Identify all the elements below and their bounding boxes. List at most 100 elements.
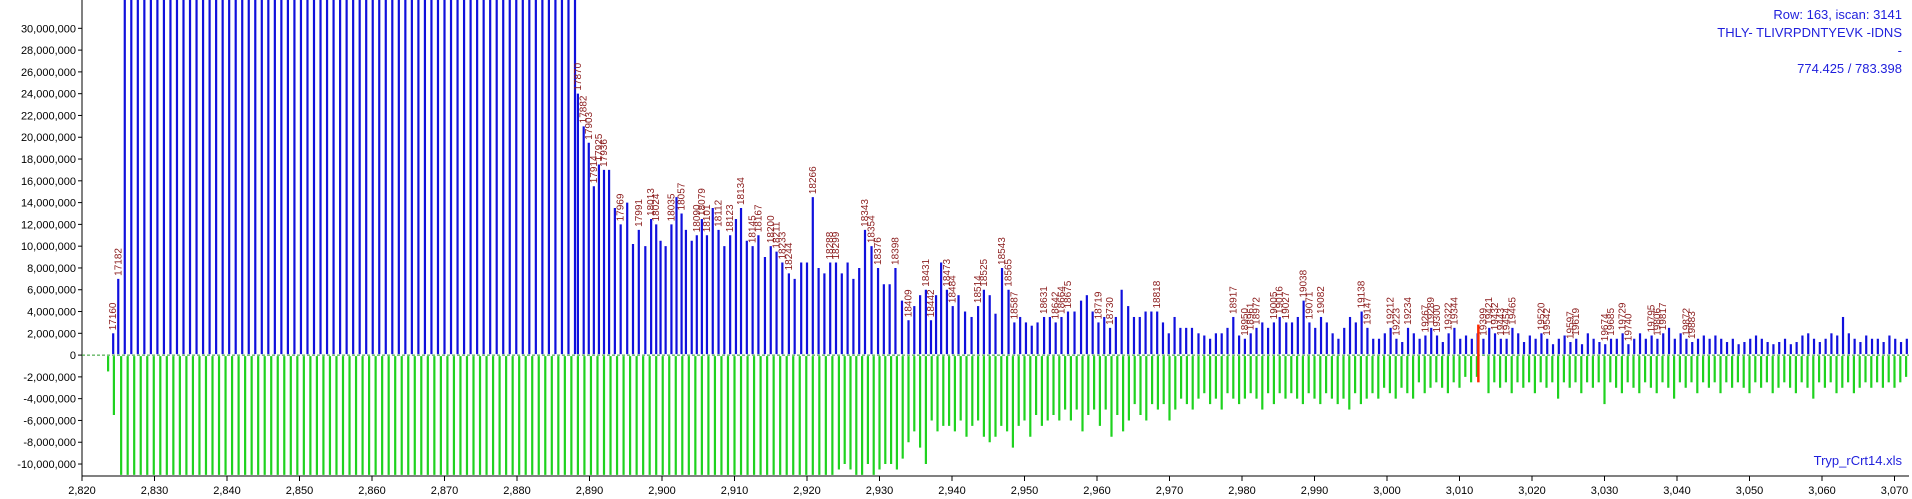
x-tick-label: 3,020 — [1518, 485, 1546, 497]
peak-label: 17969 — [616, 193, 627, 221]
x-tick-label: 2,880 — [503, 485, 531, 497]
y-tick-label: 22,000,000 — [21, 110, 76, 122]
x-tick-label: 3,010 — [1446, 485, 1474, 497]
y-tick-label: 8,000,000 — [27, 263, 76, 275]
x-tick-label: 2,950 — [1011, 485, 1039, 497]
peak-label: 18090 — [692, 204, 703, 232]
peak-label: 18244 — [784, 242, 795, 270]
peak-label: 18664 — [1056, 286, 1067, 314]
x-tick-label: 2,820 — [68, 485, 96, 497]
peak-label: 18398 — [890, 237, 901, 265]
peak-label: 19454 — [1502, 308, 1513, 336]
peak-label: 18266 — [808, 166, 819, 194]
peak-label: 18675 — [1063, 280, 1074, 308]
y-tick-label: 4,000,000 — [27, 307, 76, 319]
peak-label: 19267 — [1420, 304, 1431, 332]
x-tick-label: 2,930 — [866, 485, 894, 497]
peak-label: 17870 — [573, 62, 584, 90]
y-tick-label: -2,000,000 — [23, 372, 76, 384]
x-tick-label: 2,890 — [576, 485, 604, 497]
peak-label: 19883 — [1687, 311, 1698, 339]
peak-label: 19234 — [1403, 297, 1414, 325]
peak-label: 18024 — [651, 193, 662, 221]
x-tick-label: 3,000 — [1373, 485, 1401, 497]
peak-label: 18288 — [825, 231, 836, 259]
peak-label: 19082 — [1316, 286, 1327, 314]
peak-label: 18376 — [873, 237, 884, 265]
x-tick-label: 2,920 — [793, 485, 821, 497]
peak-label: 19016 — [1275, 286, 1286, 314]
peak-label: 19223 — [1391, 308, 1402, 336]
peak-label: 18473 — [942, 258, 953, 286]
peak-label: 19806 — [1652, 308, 1663, 336]
x-tick-label: 3,040 — [1663, 485, 1691, 497]
peak-label: 18818 — [1152, 280, 1163, 308]
peak-label: 19399 — [1478, 308, 1489, 336]
peak-label: 19147 — [1362, 297, 1373, 325]
peak-label: 17991 — [634, 199, 645, 227]
peak-label: 18057 — [677, 182, 688, 210]
y-tick-label: 30,000,000 — [21, 23, 76, 35]
peak-label: 18354 — [867, 215, 878, 243]
peak-label: 18431 — [921, 258, 932, 286]
peak-label: 18145 — [748, 215, 759, 243]
y-tick-label: 0 — [70, 350, 76, 362]
axes: -10,000,000-8,000,000-6,000,000-4,000,00… — [17, 0, 1909, 497]
peak-labels: 17160 17182 17870 1788217903179251791417936… — [108, 62, 1698, 341]
peak-label: 18343 — [860, 199, 871, 227]
peak-label: 18525 — [979, 258, 990, 286]
x-tick-label: 2,840 — [213, 485, 241, 497]
negative-series — [106, 356, 1908, 475]
peak-label: 18035 — [666, 193, 677, 221]
peak-label: 18211 — [772, 221, 783, 249]
x-tick-label: 2,990 — [1301, 485, 1329, 497]
peak-label: 18299 — [831, 231, 842, 259]
positive-series — [112, 0, 1908, 383]
peak-label: 18442 — [926, 289, 937, 317]
info-filename: Tryp_rCrt14.xls — [1813, 453, 1902, 468]
y-tick-label: 6,000,000 — [27, 285, 76, 297]
peak-label: 18631 — [1039, 286, 1050, 314]
peak-label: 18950 — [1240, 308, 1251, 336]
peak-label: 18642 — [1051, 291, 1062, 319]
info-mz: 774.425 / 783.398 — [1797, 61, 1902, 76]
x-tick-label: 3,030 — [1591, 485, 1619, 497]
y-tick-label: -8,000,000 — [23, 437, 76, 449]
x-tick-label: 2,870 — [431, 485, 459, 497]
peak-label: 18543 — [997, 237, 1008, 265]
peak-label: 18134 — [736, 177, 747, 205]
peak-label: 17182 — [113, 248, 124, 276]
peak-label: 19138 — [1357, 280, 1368, 308]
peak-label: 18409 — [904, 289, 915, 317]
peak-label: 18514 — [973, 275, 984, 303]
y-tick-label: 24,000,000 — [21, 89, 76, 101]
y-tick-label: 10,000,000 — [21, 241, 76, 253]
peak-label: 19038 — [1299, 269, 1310, 297]
peak-label: 18167 — [753, 204, 764, 232]
peak-label: 19740 — [1623, 313, 1634, 341]
peak-label: 17925 — [594, 133, 605, 161]
peak-label: 18123 — [725, 204, 736, 232]
x-tick-label: 3,060 — [1808, 485, 1836, 497]
y-tick-label: 20,000,000 — [21, 132, 76, 144]
peak-label: 18917 — [1228, 286, 1239, 314]
peak-label: 19421 — [1484, 297, 1495, 325]
x-tick-label: 2,910 — [721, 485, 749, 497]
y-tick-label: 26,000,000 — [21, 67, 76, 79]
peak-label: 18587 — [1009, 291, 1020, 319]
peak-label: 19619 — [1571, 308, 1582, 336]
peak-label: 19432 — [1490, 302, 1501, 330]
x-tick-label: 2,970 — [1156, 485, 1184, 497]
y-tick-label: 18,000,000 — [21, 154, 76, 166]
peak-label: 19685 — [1606, 308, 1617, 336]
peak-label: 18233 — [777, 231, 788, 259]
y-tick-label: 2,000,000 — [27, 328, 76, 340]
peak-label: 18565 — [1004, 258, 1015, 286]
x-tick-label: 2,850 — [286, 485, 314, 497]
peak-label: 19542 — [1542, 308, 1553, 336]
peak-label: 17914 — [589, 155, 600, 183]
peak-label: 19212 — [1386, 297, 1397, 325]
peak-label: 19817 — [1658, 302, 1669, 330]
peak-label: 19322 — [1444, 302, 1455, 330]
